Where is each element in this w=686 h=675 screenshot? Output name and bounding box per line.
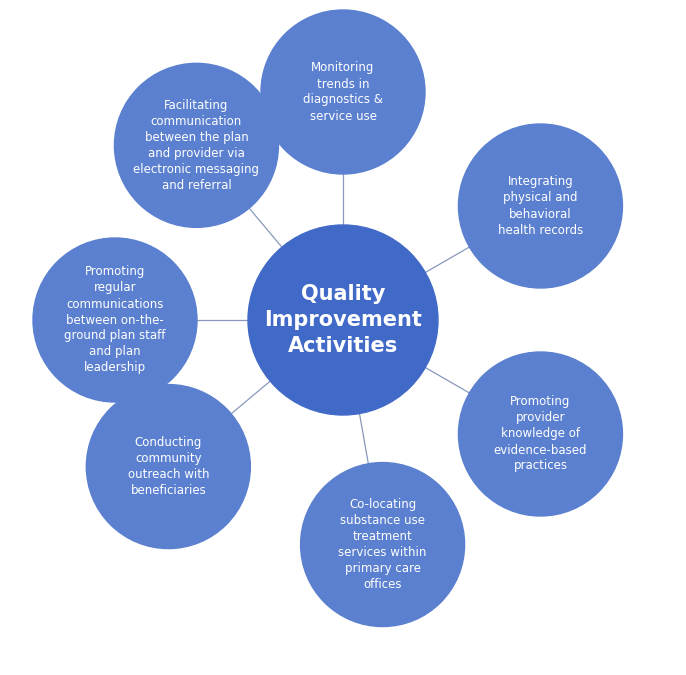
Text: Promoting
regular
communications
between on-the-
ground plan staff
and plan
lead: Promoting regular communications between… bbox=[64, 265, 166, 375]
Text: Co-locating
substance use
treatment
services within
primary care
offices: Co-locating substance use treatment serv… bbox=[338, 498, 427, 591]
Circle shape bbox=[115, 63, 279, 227]
Text: Facilitating
communication
between the plan
and provider via
electronic messagin: Facilitating communication between the p… bbox=[134, 99, 259, 192]
Circle shape bbox=[248, 225, 438, 415]
Text: Promoting
provider
knowledge of
evidence-based
practices: Promoting provider knowledge of evidence… bbox=[494, 396, 587, 472]
Circle shape bbox=[86, 385, 250, 549]
Circle shape bbox=[458, 352, 622, 516]
Circle shape bbox=[261, 10, 425, 174]
Text: Monitoring
trends in
diagnostics &
service use: Monitoring trends in diagnostics & servi… bbox=[303, 61, 383, 122]
Circle shape bbox=[33, 238, 197, 402]
Text: Integrating
physical and
behavioral
health records: Integrating physical and behavioral heal… bbox=[498, 176, 583, 236]
Circle shape bbox=[458, 124, 622, 288]
Circle shape bbox=[300, 462, 464, 626]
Text: Quality
Improvement
Activities: Quality Improvement Activities bbox=[264, 284, 422, 356]
Text: Conducting
community
outreach with
beneficiaries: Conducting community outreach with benef… bbox=[128, 436, 209, 497]
